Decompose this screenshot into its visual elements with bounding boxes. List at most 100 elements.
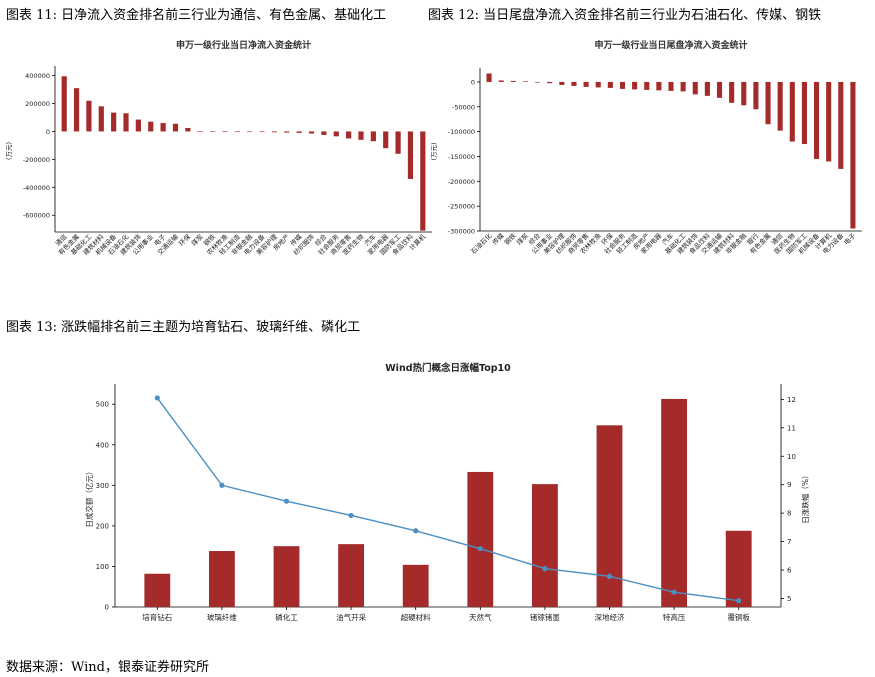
chart3-right-tick-label: 5 bbox=[787, 595, 791, 603]
chart2-x-tick-label: 传媒 bbox=[490, 231, 506, 247]
chart3-x-tick-label: 特高压 bbox=[663, 612, 686, 622]
chart1-y-tick-label: 0 bbox=[46, 128, 50, 136]
chart2-bar bbox=[522, 81, 528, 83]
chart3-change-line bbox=[156, 397, 739, 602]
chart1-bar bbox=[346, 131, 352, 139]
chart2-bar bbox=[595, 81, 601, 88]
chart1-bar bbox=[284, 131, 290, 133]
chart1-bar bbox=[308, 131, 315, 134]
chart1-bar bbox=[296, 131, 302, 133]
chart2-bar bbox=[753, 81, 759, 110]
chart2-bar bbox=[692, 81, 698, 95]
chart1-y-tick-label: 400000 bbox=[25, 72, 50, 80]
chart3-right-tick-label: 9 bbox=[787, 481, 791, 489]
chart1-y-tick-label: -600000 bbox=[23, 212, 50, 220]
chart2-bar bbox=[789, 81, 795, 142]
chart2-bar bbox=[656, 81, 662, 91]
chart2-bar bbox=[838, 81, 844, 169]
chart2-bar bbox=[765, 81, 771, 125]
chart3-line-point bbox=[283, 498, 290, 504]
chart3-bar bbox=[725, 530, 752, 607]
chart1-bar bbox=[420, 131, 426, 231]
chart3-bar bbox=[208, 551, 235, 607]
chart2-y-tick-label: -250000 bbox=[448, 203, 475, 211]
chart3-right-tick-label: 12 bbox=[787, 396, 796, 404]
chart1-bar bbox=[407, 131, 414, 179]
chart3-x-tick-label: 深地经济 bbox=[595, 612, 625, 622]
chart2-bar bbox=[741, 81, 747, 106]
chart1-bar bbox=[172, 123, 179, 132]
chart3-line-point bbox=[413, 528, 419, 534]
chart1-bar bbox=[234, 131, 240, 133]
chart2-y-tick-label: -50000 bbox=[452, 103, 475, 111]
chart3-right-tick-label: 6 bbox=[787, 567, 792, 575]
chart3-x-tick-label: 玻璃纤维 bbox=[207, 612, 237, 622]
chart1-y-tick-label: -200000 bbox=[23, 156, 50, 164]
chart1-bar bbox=[86, 100, 92, 132]
chart2-bar bbox=[486, 73, 492, 82]
chart2-bar bbox=[583, 81, 589, 87]
chart3-x-tick-label: 油气开采 bbox=[336, 612, 366, 622]
chart2-y-tick-label: 0 bbox=[471, 78, 475, 86]
chart1-y-tick-label: 200000 bbox=[25, 100, 50, 108]
chart2-bar bbox=[619, 81, 626, 89]
chart3-x-tick-label: 锗镓锗墨 bbox=[530, 612, 560, 622]
chart3-right-tick-label: 7 bbox=[787, 538, 791, 546]
chart1-bar bbox=[370, 131, 376, 142]
chart2-x-tick-label: 钢铁 bbox=[502, 231, 518, 247]
chart3-bar bbox=[273, 546, 300, 607]
chart1-bar bbox=[98, 106, 104, 132]
chart3-bar bbox=[596, 425, 623, 607]
chart1-bar bbox=[247, 131, 253, 133]
chart1-bar bbox=[61, 76, 67, 132]
chart2-title: 申万一级行业当日尾盘净流入资金统计 bbox=[594, 39, 747, 51]
figure-11-caption: 图表 11: 日净流入资金排名前三行业为通信、有色金属、基础化工 bbox=[6, 8, 387, 23]
chart1-x-tick-label: 环保 bbox=[177, 232, 193, 248]
chart1-bar bbox=[321, 131, 327, 135]
chart2-bar bbox=[607, 81, 613, 88]
chart2-bar bbox=[801, 81, 807, 145]
chart3-title: Wind热门概念日涨幅Top10 bbox=[385, 362, 511, 374]
chart2-bar bbox=[571, 81, 577, 86]
chart1-bar bbox=[383, 131, 389, 149]
chart3-left-tick-label: 100 bbox=[96, 563, 109, 571]
chart2-bar bbox=[704, 81, 710, 96]
chart2-y-tick-label: -100000 bbox=[448, 128, 475, 136]
chart1-bar bbox=[135, 119, 141, 132]
chart2-bar bbox=[680, 81, 686, 92]
chart1-bar bbox=[73, 88, 80, 132]
chart2-x-tick-label: 电子 bbox=[842, 231, 858, 247]
chart3-bar bbox=[531, 484, 558, 607]
chart1-y-axis-label: (万元) bbox=[5, 142, 13, 160]
chart1-bar bbox=[123, 113, 129, 132]
chart1-bar bbox=[209, 131, 216, 132]
chart3-left-tick-label: 300 bbox=[96, 482, 109, 490]
chart2-y-tick-label: -150000 bbox=[448, 153, 475, 161]
chart2-bar bbox=[777, 81, 783, 131]
chart2-bar bbox=[644, 81, 650, 90]
data-source-note: 数据来源：Wind，银泰证券研究所 bbox=[6, 660, 209, 675]
chart3-x-tick-label: 天然气 bbox=[469, 612, 492, 622]
chart2-bar bbox=[535, 81, 541, 83]
chart3-bar bbox=[661, 398, 688, 607]
chart3-right-tick-label: 8 bbox=[787, 510, 791, 518]
chart3-line-point bbox=[542, 566, 548, 572]
chart3-line-point bbox=[154, 395, 160, 401]
chart1-bar bbox=[111, 112, 117, 132]
chart2-bar bbox=[559, 81, 565, 85]
chart3-right-tick-label: 11 bbox=[787, 424, 796, 432]
chart1-bar bbox=[185, 127, 191, 132]
chart1-bar bbox=[395, 131, 401, 154]
chart3-left-tick-label: 400 bbox=[96, 441, 109, 449]
chart1-bar bbox=[197, 131, 203, 132]
chart3-right-axis-label: 日涨跌幅（%） bbox=[800, 471, 810, 523]
chart2-bar bbox=[729, 81, 735, 103]
chart3-bar bbox=[338, 544, 365, 607]
chart3-left-axis-label: 日成交额（亿元） bbox=[84, 468, 94, 528]
chart3-right-tick-label: 10 bbox=[787, 453, 796, 461]
chart2-bar bbox=[716, 81, 723, 98]
chart3-line-point bbox=[606, 573, 613, 579]
chart1-bar bbox=[148, 121, 154, 132]
chart1-bar bbox=[222, 131, 228, 132]
